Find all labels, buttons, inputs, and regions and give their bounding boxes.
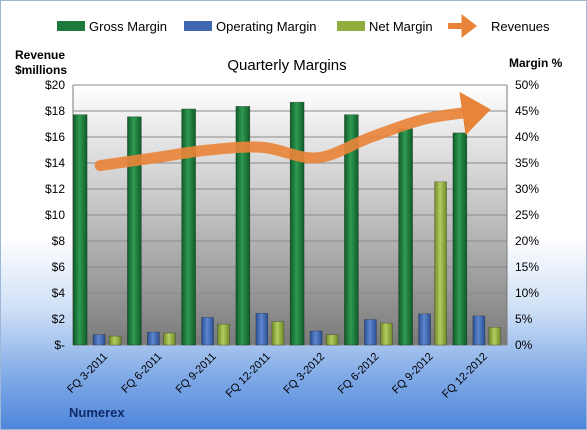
legend-label-net-margin: Net Margin: [369, 19, 433, 34]
x-tick-label: FQ 6-2012: [336, 351, 382, 397]
gross-margin-bar: [398, 128, 413, 346]
gross-margin-bar: [127, 116, 142, 346]
legend-swatch-gross-margin: [57, 21, 85, 31]
right-tick-label: 50%: [515, 78, 539, 92]
left-axis-title-line1: Revenue: [15, 48, 65, 62]
chart-title: Quarterly Margins: [227, 57, 346, 74]
left-tick-label: $4: [52, 286, 66, 300]
legend-label-gross-margin: Gross Margin: [89, 19, 167, 34]
gross-margin-bar: [235, 106, 251, 346]
gross-margin-bar: [181, 108, 196, 346]
operating-margin-bar: [255, 312, 269, 346]
x-tick-label: FQ 12-2012: [440, 351, 490, 401]
operating-margin-bar: [472, 315, 486, 346]
right-tick-label: 15%: [515, 260, 539, 274]
revenue-line: [94, 91, 491, 172]
right-tick-label: 45%: [515, 104, 539, 118]
x-axis-ticks: FQ 3-2011 FQ 6-2011 FQ 9-2011 FQ 12-2011 FQ …: [65, 351, 490, 401]
operating-margin-bar: [364, 319, 377, 346]
right-tick-label: 40%: [515, 130, 539, 144]
left-tick-label: $6: [52, 260, 66, 274]
gross-margin-bar: [72, 114, 88, 346]
left-tick-label: $2: [52, 312, 66, 326]
net-margin-bar: [217, 323, 230, 346]
legend: Gross Margin Operating Margin Net Margin…: [57, 14, 550, 38]
left-axis-ticks: $- $2 $4 $6 $8 $10 $12 $14 $16 $18 $20: [45, 78, 65, 352]
right-axis-title: Margin %: [509, 56, 563, 70]
right-tick-label: 35%: [515, 156, 539, 170]
legend-swatch-operating-margin: [184, 21, 212, 31]
right-tick-label: 0%: [515, 338, 533, 352]
left-axis-title-line2: $millions: [15, 63, 67, 77]
left-tick-label: $10: [45, 208, 65, 222]
x-tick-label: FQ 3-2012: [282, 351, 328, 397]
revenue-line-path: [94, 91, 491, 172]
x-tick-label: FQ 9-2011: [174, 351, 219, 396]
legend-swatch-net-margin: [337, 21, 365, 31]
operating-margin-bar: [309, 330, 323, 346]
net-margin-bar: [325, 334, 339, 346]
gross-margin-bar: [344, 114, 359, 346]
legend-label-operating-margin: Operating Margin: [216, 19, 316, 34]
operating-margin-bar: [147, 331, 160, 346]
operating-margin-bar: [418, 313, 431, 346]
net-margin-bar: [434, 181, 447, 346]
x-tick-label: FQ 6-2011: [119, 351, 164, 396]
net-margin-bar: [488, 327, 502, 346]
x-tick-label: FQ 3-2011: [65, 351, 110, 396]
right-tick-label: 25%: [515, 208, 539, 222]
left-tick-label: $8: [52, 234, 66, 248]
left-tick-label: $16: [45, 130, 65, 144]
x-tick-label: FQ 9-2012: [390, 351, 436, 397]
operating-margin-bar: [201, 317, 214, 346]
left-tick-label: $20: [45, 78, 65, 92]
gross-margin-bar: [452, 132, 468, 346]
x-tick-label: FQ 12-2011: [224, 351, 273, 400]
net-margin-bar: [271, 321, 285, 346]
left-tick-label: $-: [54, 338, 65, 352]
right-tick-label: 10%: [515, 286, 539, 300]
net-margin-bar: [108, 335, 122, 346]
right-axis-ticks: 0% 5% 10% 15% 20% 25% 30% 35% 40% 45% 50%: [515, 78, 539, 352]
bars: [72, 101, 502, 346]
net-margin-bar: [163, 332, 176, 346]
footer-label: Numerex: [69, 405, 125, 420]
left-tick-label: $18: [45, 104, 65, 118]
right-tick-label: 5%: [515, 312, 533, 326]
net-margin-bar: [380, 322, 393, 346]
right-tick-label: 20%: [515, 234, 539, 248]
legend-label-revenues: Revenues: [491, 19, 550, 34]
right-tick-label: 30%: [515, 182, 539, 196]
gross-margin-bar: [289, 101, 305, 346]
operating-margin-bar: [92, 334, 106, 346]
left-tick-label: $12: [45, 182, 65, 196]
left-tick-label: $14: [45, 156, 65, 170]
